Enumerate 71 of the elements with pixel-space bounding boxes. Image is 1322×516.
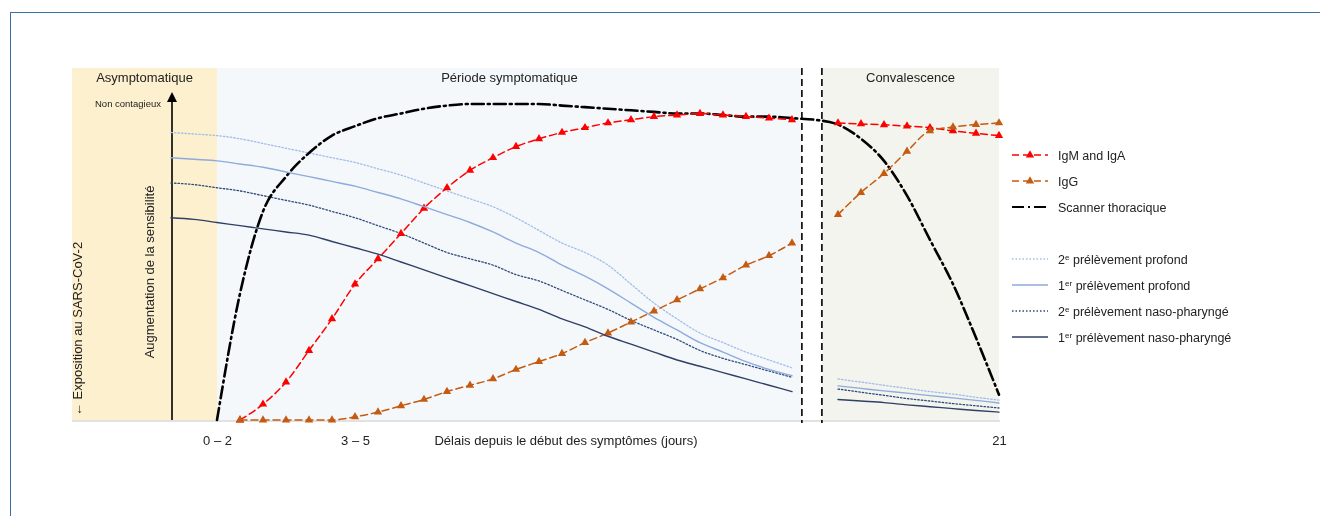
point: [304, 415, 314, 423]
x-tick-label: 3 – 5: [341, 433, 370, 449]
legend-label: 2$^{e}$ prélèvement profond: [1058, 252, 1188, 267]
point: [672, 295, 682, 303]
point: [971, 128, 981, 136]
annotation: ← Exposition au SARS-CoV-2: [70, 241, 85, 416]
point: [258, 399, 268, 407]
point: [350, 412, 360, 420]
point: [649, 306, 659, 314]
point: [350, 279, 360, 287]
point: [396, 400, 406, 409]
legend-label: IgG: [1058, 174, 1079, 189]
point: [695, 284, 705, 292]
legend-label: IgM and IgA: [1058, 148, 1127, 163]
point: [879, 120, 889, 128]
point: [511, 364, 521, 372]
point: [465, 380, 475, 388]
text: Période symptomatique: [441, 70, 578, 85]
point: [695, 108, 705, 116]
x-axis-title: Délais depuis le début des symptômes (jours): [434, 433, 698, 448]
point: [327, 415, 337, 423]
point: [258, 415, 268, 423]
point: [419, 394, 429, 402]
text: Convalescence: [866, 70, 955, 85]
legend-label: 1$^{er}$ prélèvement profond: [1058, 278, 1191, 293]
point: [856, 187, 866, 195]
point: [603, 118, 613, 126]
point: [534, 133, 544, 142]
point: [304, 345, 314, 353]
legend-label: Scanner thoracique: [1058, 200, 1167, 215]
point: [442, 182, 452, 191]
point: [856, 119, 866, 127]
annotation: Non contagieux: [94, 98, 162, 109]
point: [902, 146, 912, 154]
point: [718, 272, 728, 281]
text: Asymptomatique: [96, 70, 193, 85]
point: [488, 152, 498, 161]
legend-label: 2$^{e}$ prélèvement naso-pharyngé: [1058, 304, 1229, 319]
point: [488, 374, 498, 382]
point: [994, 130, 1004, 138]
point: [396, 228, 406, 236]
legend-label: 1$^{er}$ prélèvement naso-pharyngé: [1058, 330, 1232, 345]
point: [971, 119, 981, 127]
point: [626, 114, 636, 123]
point: [534, 356, 544, 364]
point: [764, 113, 774, 121]
point: [442, 386, 452, 394]
point: [327, 314, 337, 322]
point: [833, 209, 843, 217]
point: [879, 168, 889, 176]
point: [741, 260, 751, 268]
point: [557, 127, 567, 135]
point: [281, 415, 291, 423]
point: [764, 250, 774, 259]
point: [741, 111, 751, 120]
x-tick-label: 0 – 2: [203, 433, 232, 449]
point: [580, 337, 590, 345]
point: [373, 407, 383, 415]
point: [994, 118, 1004, 126]
x-tick-label: 21: [992, 433, 1007, 449]
point: [557, 348, 567, 357]
point: [925, 126, 935, 134]
point: [902, 121, 912, 129]
y-axis-title: Augmentation de la sensibilité: [142, 185, 157, 359]
point: [511, 141, 521, 150]
point: [787, 114, 797, 123]
point: [580, 122, 590, 131]
point: [649, 111, 659, 120]
point: [373, 254, 383, 262]
point: [465, 165, 475, 173]
point: [833, 118, 843, 126]
